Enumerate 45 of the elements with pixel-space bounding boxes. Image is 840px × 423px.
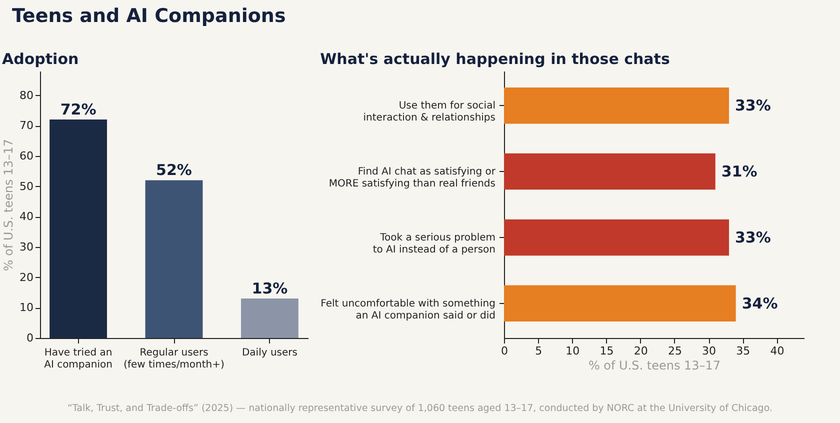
data-label: 13% [252,280,288,298]
data-label: 52% [156,161,192,180]
data-label: 33% [735,228,771,246]
y-tick-label: 40 [20,210,34,224]
data-label: 72% [60,100,96,119]
x-axis-title: % of U.S. teens 13–17 [588,358,721,372]
y-tick-label: Took a serious problem to AI instead of a person [372,232,496,256]
y-tick-label: Felt uncomfortable with something an AI companion said or did [320,298,496,322]
data-label: 33% [735,96,771,115]
x-tick-label: 10 [566,344,580,358]
chart-title: Adoption [2,50,79,68]
y-axis-title: % of U.S. teens 13–17 [2,138,16,272]
text: Teens and AI Companions [12,5,286,27]
y-tick-label: Use them for social interaction & relationships [363,100,496,124]
x-tick-label: 40 [770,344,784,358]
chart-title: What's actually happening in those chats [320,50,670,68]
data-label: 31% [721,162,758,181]
y-tick-label: 0 [26,332,34,344]
x-tick-label: 35 [736,344,750,358]
x-tick-label: 5 [535,344,542,358]
x-tick-label: Daily users [242,348,298,358]
y-tick-label: 20 [20,270,34,284]
bar [241,298,298,338]
bar [504,219,729,256]
x-tick-label: 15 [600,344,614,358]
y-tick-label: 70 [20,119,34,132]
x-tick-label: 30 [702,344,716,358]
y-tick-label: 10 [20,301,34,314]
data-label: 34% [742,294,778,312]
bar [504,153,716,190]
bar [145,180,203,338]
x-tick-label: Regular users (few times/month+) [124,348,225,370]
y-tick-label: 50 [20,180,34,193]
text: “Talk, Trust, and Trade-offs” (2025) — nationally representative survey of 1,060 teens aged 13–17, conducted by NORC at the University of Chicago. [66,403,774,414]
bar [50,120,107,338]
y-tick-label: 30 [20,240,34,254]
bar [504,87,729,124]
bar [504,285,736,322]
x-tick-label: Have tried an AI companion [44,348,112,370]
y-tick-label: Find AI chat as satisfying or MORE satisfying than real friends [328,166,496,190]
y-tick-label: 60 [20,149,34,162]
x-tick-label: 25 [668,344,682,358]
y-tick-label: 80 [20,88,34,102]
x-tick-label: 20 [634,344,648,358]
x-tick-label: 0 [501,344,508,358]
